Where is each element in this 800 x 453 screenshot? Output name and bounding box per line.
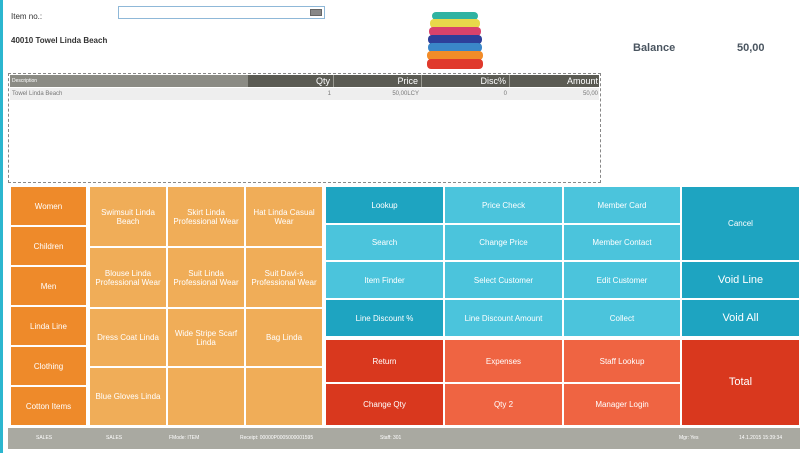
product-button[interactable]: Blue Gloves Linda: [89, 367, 167, 426]
column-header-price[interactable]: Price: [334, 75, 422, 87]
item-no-input[interactable]: [119, 12, 308, 23]
item-no-field[interactable]: [118, 6, 325, 23]
column-header-disc[interactable]: Disc%: [422, 75, 510, 87]
lookup-button[interactable]: Lookup: [325, 186, 444, 224]
column-header-qty[interactable]: Qty: [246, 75, 334, 87]
qty-2-button[interactable]: Qty 2: [444, 383, 563, 426]
towels-image: [427, 12, 483, 69]
product-button[interactable]: Skirt Linda Professional Wear: [167, 186, 245, 247]
row-description: Towel Linda Beach: [12, 91, 63, 97]
status-manager: Mgr: Yes: [679, 435, 699, 441]
product-button[interactable]: Wide Stripe Scarf Linda: [167, 308, 245, 367]
left-accent-bar: [0, 0, 3, 453]
select-customer-button[interactable]: Select Customer: [444, 261, 563, 299]
item-description: 40010 Towel Linda Beach: [11, 36, 108, 45]
return-button[interactable]: Return: [325, 339, 444, 383]
product-empty-button[interactable]: [167, 367, 245, 426]
balance-value: 50,00: [737, 42, 765, 54]
line-discount-percent-button[interactable]: Line Discount %: [325, 299, 444, 337]
change-qty-button[interactable]: Change Qty: [325, 383, 444, 426]
expenses-button[interactable]: Expenses: [444, 339, 563, 383]
column-header-amount[interactable]: Amount: [566, 76, 598, 86]
category-men-button[interactable]: Men: [10, 266, 87, 306]
row-amount: 50,00: [582, 91, 598, 97]
status-sales-1: SALES: [36, 435, 53, 441]
cancel-button[interactable]: Cancel: [681, 186, 800, 261]
status-staff: Staff: 301: [380, 435, 402, 441]
edit-customer-button[interactable]: Edit Customer: [563, 261, 681, 299]
price-check-button[interactable]: Price Check: [444, 186, 563, 224]
table-row[interactable]: Towel Linda Beach 1 50,00LCY 0 50,00: [10, 88, 599, 100]
category-linda-line-button[interactable]: Linda Line: [10, 306, 87, 346]
item-finder-button[interactable]: Item Finder: [325, 261, 444, 299]
status-bar: SALES SALES FMode: ITEM Receipt: 00000P0…: [8, 428, 800, 449]
row-qty: 1: [327, 91, 331, 97]
balance-label: Balance: [633, 42, 676, 54]
change-price-button[interactable]: Change Price: [444, 224, 563, 261]
category-cotton-items-button[interactable]: Cotton Items: [10, 386, 87, 426]
product-button[interactable]: Suit Davi-s Professional Wear: [245, 247, 323, 308]
row-price: 50,00LCY: [392, 91, 419, 97]
member-contact-button[interactable]: Member Contact: [563, 224, 681, 261]
void-all-button[interactable]: Void All: [681, 299, 800, 337]
search-button[interactable]: Search: [325, 224, 444, 261]
product-button[interactable]: Bag Linda: [245, 308, 323, 367]
manager-login-button[interactable]: Manager Login: [563, 383, 681, 426]
status-sales-2: SALES: [106, 435, 123, 441]
status-receipt: Receipt: 00000P0005000001595: [240, 435, 314, 441]
status-datetime: 14.1.2015 15:39:34: [739, 435, 783, 441]
category-women-button[interactable]: Women: [10, 186, 87, 226]
column-header-description[interactable]: Description: [10, 75, 248, 87]
grid-header: Description Qty Price Disc% Amount: [10, 75, 599, 87]
category-children-button[interactable]: Children: [10, 226, 87, 266]
keyboard-icon[interactable]: [310, 9, 322, 16]
product-empty-button[interactable]: [245, 367, 323, 426]
row-disc: 0: [503, 91, 507, 97]
item-no-label: Item no.:: [11, 12, 43, 21]
category-clothing-button[interactable]: Clothing: [10, 346, 87, 386]
product-button[interactable]: Hat Linda Casual Wear: [245, 186, 323, 247]
product-button[interactable]: Suit Linda Professional Wear: [167, 247, 245, 308]
status-mode: FMode: ITEM: [169, 435, 200, 441]
collect-button[interactable]: Collect: [563, 299, 681, 337]
line-discount-amount-button[interactable]: Line Discount Amount: [444, 299, 563, 337]
staff-lookup-button[interactable]: Staff Lookup: [563, 339, 681, 383]
product-button[interactable]: Dress Coat Linda: [89, 308, 167, 367]
product-button[interactable]: Swimsuit Linda Beach: [89, 186, 167, 247]
sales-lines-grid[interactable]: Description Qty Price Disc% Amount Towel…: [8, 73, 601, 183]
total-button[interactable]: Total: [681, 339, 800, 426]
member-card-button[interactable]: Member Card: [563, 186, 681, 224]
void-line-button[interactable]: Void Line: [681, 261, 800, 299]
product-button[interactable]: Blouse Linda Professional Wear: [89, 247, 167, 308]
